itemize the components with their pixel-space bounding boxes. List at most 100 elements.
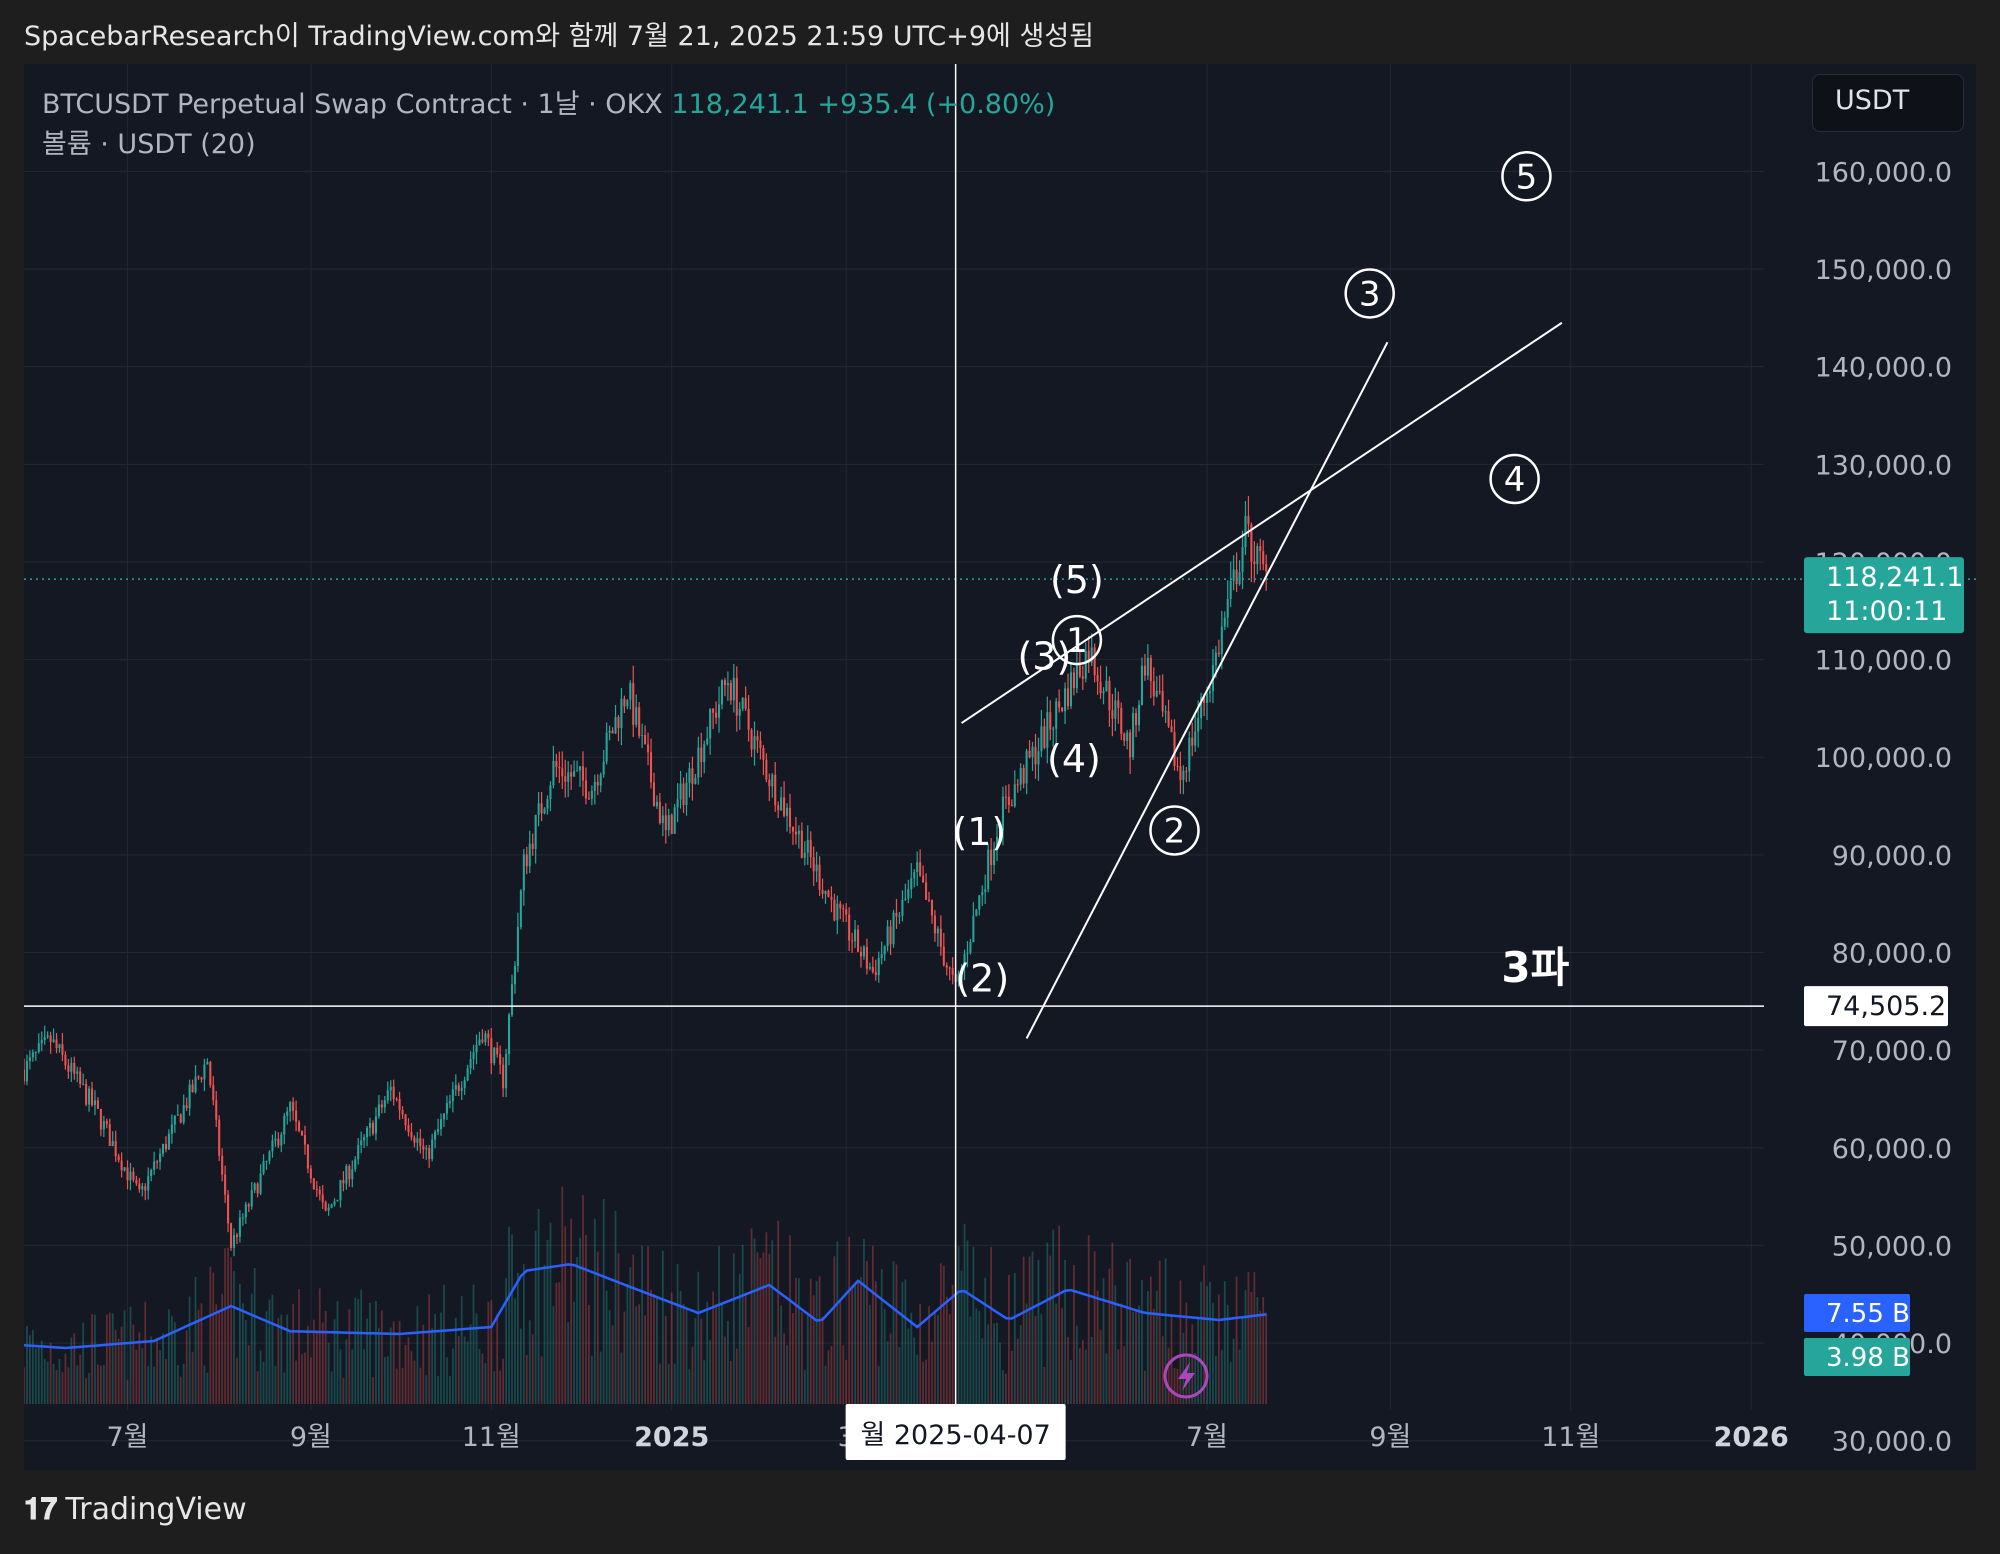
volume-bar: [221, 1293, 224, 1404]
trendline: [1025, 341, 1389, 1039]
volume-bar: [963, 1223, 966, 1404]
volume-bar: [1250, 1291, 1253, 1404]
candle-body: [90, 1088, 94, 1106]
volume-bar: [463, 1336, 466, 1404]
volume-bar: [206, 1372, 209, 1404]
candle-body: [1004, 796, 1007, 798]
volume-bar: [667, 1364, 670, 1404]
candle-body: [1229, 580, 1232, 599]
volume-bar: [771, 1240, 774, 1404]
volume-bar: [540, 1356, 543, 1404]
volume-bar: [185, 1330, 188, 1404]
price-change: +935.4 (+0.80%): [817, 89, 1056, 120]
chart-area[interactable]: (5) 1 (3) (4) (1) (2) 2 3 4 5 3파 160,000.0 150,000.…: [22, 64, 1976, 1470]
volume-bar: [709, 1340, 712, 1404]
candle-body: [1081, 676, 1084, 679]
candle-body: [153, 1161, 156, 1170]
candle-body: [800, 830, 803, 858]
candle-body: [357, 1145, 360, 1160]
x-axis-labels: 7월9월11월202537월9월11월2026월 2025-04-07: [106, 1404, 1789, 1460]
candle-body: [951, 968, 954, 975]
candle-body: [1111, 710, 1114, 719]
candle-body: [64, 1054, 67, 1066]
candle-body: [756, 736, 759, 741]
candle-body: [738, 708, 741, 716]
volume-bar: [605, 1290, 608, 1404]
candle-body: [1259, 546, 1262, 552]
volume-bar: [1096, 1290, 1099, 1404]
candle-body: [942, 946, 945, 966]
last-price: 118,241.1: [671, 89, 809, 120]
volume-bar: [990, 1247, 993, 1404]
volume-bar: [336, 1301, 339, 1404]
candle-body: [925, 882, 928, 900]
candle-body: [957, 974, 960, 982]
volume-bar: [1078, 1348, 1081, 1404]
price-chart[interactable]: (5) 1(3) (4) (1) (2) 2 3 4 5 3파 160,000.0 150,000.…: [22, 64, 1976, 1470]
volume-bar: [614, 1210, 617, 1404]
candles: [22, 496, 1268, 1257]
candle-body: [1214, 652, 1217, 666]
symbol-name: BTCUSDT Perpetual Swap Contract · 1날 · O…: [42, 89, 663, 120]
volume-bar: [1179, 1280, 1182, 1404]
volume-bar: [230, 1257, 232, 1404]
volume-tag: [1804, 1338, 1910, 1376]
volume-bar: [759, 1258, 762, 1404]
candle-body: [191, 1084, 194, 1092]
volume-bar: [1005, 1373, 1007, 1404]
volume-bar: [43, 1358, 46, 1404]
volume-bar: [1259, 1310, 1262, 1404]
volume-bar: [786, 1345, 788, 1404]
volume-bar: [1262, 1297, 1265, 1404]
wave-circle-5: [1501, 151, 1552, 202]
volume-bar: [582, 1195, 584, 1404]
volume-bar: [866, 1260, 868, 1404]
candle-body: [824, 890, 827, 894]
y-tick-label: 30,000.0: [1832, 1427, 1952, 1458]
volume-bar: [626, 1284, 629, 1404]
candle-body: [729, 683, 732, 701]
volume-bar: [318, 1288, 321, 1404]
candle-body: [448, 1101, 451, 1104]
candle-body: [697, 747, 700, 778]
candle-body: [1149, 657, 1152, 682]
volume-bar: [114, 1330, 117, 1404]
candle-body: [1203, 697, 1206, 703]
volume-bar: [108, 1312, 111, 1404]
candle-body: [898, 915, 901, 917]
volume-bar: [182, 1363, 185, 1404]
candle-body: [1105, 680, 1108, 692]
y-tick-label: 140,000.0: [1815, 353, 1952, 384]
candle-body: [232, 1234, 236, 1248]
candle-body: [377, 1104, 380, 1117]
candle-body: [981, 891, 984, 896]
volume-bar: [854, 1284, 856, 1404]
candle-body: [401, 1109, 404, 1115]
candle-body: [1137, 705, 1141, 726]
volume-bar: [1182, 1332, 1185, 1404]
volume-bar: [363, 1349, 366, 1404]
volume-bar: [105, 1314, 108, 1404]
candle-body: [1129, 732, 1132, 758]
wave-sub-label: (1): [952, 810, 1006, 854]
volume-bar: [94, 1314, 96, 1404]
volume-bar: [437, 1375, 439, 1404]
currency-button[interactable]: USDT: [1812, 74, 1964, 132]
volume-bar: [724, 1336, 726, 1404]
volume-bar: [880, 1269, 883, 1404]
candle-body: [138, 1183, 141, 1190]
candle-body: [428, 1148, 431, 1159]
footer-brand: 𝟏𝟕 TradingView: [24, 1492, 247, 1527]
candle-body: [552, 760, 555, 786]
candle-body: [700, 747, 703, 763]
candle-body: [250, 1190, 253, 1207]
candle-body: [922, 875, 925, 883]
candle-body: [963, 953, 966, 968]
volume-bar: [812, 1295, 815, 1404]
candle-body: [200, 1077, 203, 1080]
price-scale-labels: 118,241.111:00:11 74,505.2 7.55 B 3.98 B: [1804, 557, 1964, 1376]
candle-body: [360, 1140, 363, 1146]
candle-body: [859, 951, 863, 957]
candle-body: [703, 744, 706, 763]
candle-body: [117, 1156, 120, 1161]
